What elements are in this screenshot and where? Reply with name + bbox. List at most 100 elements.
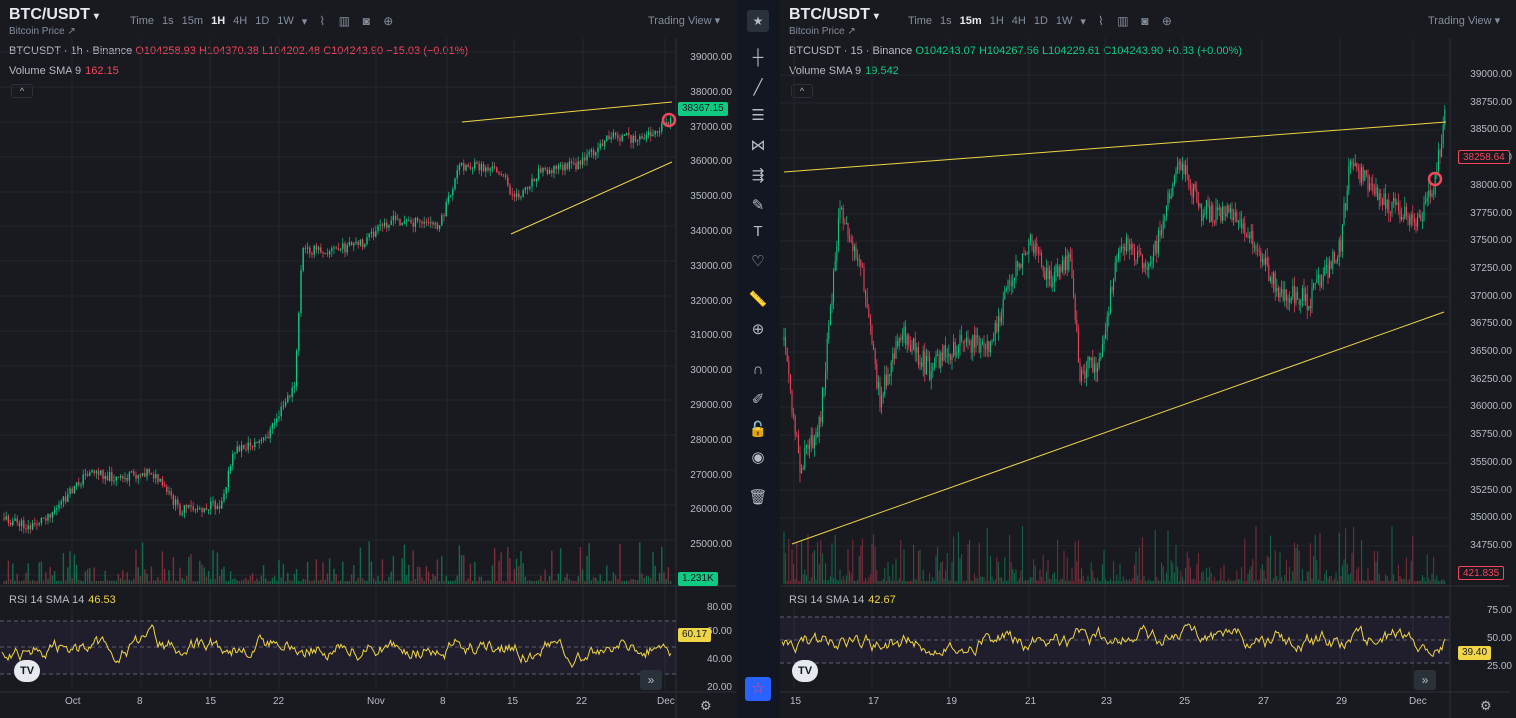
tf-1h[interactable]: 1H xyxy=(211,15,226,27)
text-icon[interactable]: T xyxy=(753,223,763,240)
lock-draw-icon[interactable]: ✐ xyxy=(751,391,765,408)
candle-body xyxy=(1234,211,1236,218)
candle-body xyxy=(919,362,921,365)
volume-bar xyxy=(647,576,650,584)
right-price-chart[interactable] xyxy=(780,0,1516,718)
left-collapse-legend-button[interactable]: ^ xyxy=(11,84,33,98)
candle-body xyxy=(1044,271,1046,280)
tf-time[interactable]: Time xyxy=(908,15,933,27)
ruler-icon[interactable]: 📏 xyxy=(748,291,768,308)
left-chart-pane[interactable]: BTC/USDT ▾ Bitcoin Price ↗ Time 1s 15m 1H… xyxy=(0,0,737,718)
candle-body xyxy=(1418,214,1420,218)
candle-body xyxy=(833,270,835,302)
add-icon[interactable]: ⊕ xyxy=(383,14,394,28)
candle-body xyxy=(927,356,929,358)
right-time-axis[interactable]: 15 17 19 21 23 25 27 29 Dec xyxy=(780,692,1450,714)
tf-4h[interactable]: 4H xyxy=(1011,15,1026,27)
right-collapse-legend-button[interactable]: ^ xyxy=(791,84,813,98)
volume-bar xyxy=(988,580,990,584)
tf-1d[interactable]: 1D xyxy=(1033,15,1048,27)
lock-icon[interactable]: 🔓 xyxy=(748,421,768,438)
candle-type-icon[interactable]: ▥ xyxy=(1117,14,1129,28)
volume-bar xyxy=(1021,526,1023,584)
camera-icon[interactable]: ◙ xyxy=(362,14,370,28)
left-trading-view-toggle[interactable]: Trading View ▾ xyxy=(648,15,721,27)
volume-bar xyxy=(392,556,395,584)
right-chart-pane[interactable]: BTC/USDT ▾ Bitcoin Price ↗ Time 1s 15m 1H… xyxy=(780,0,1516,718)
tradingview-logo-icon[interactable]: TV xyxy=(792,660,818,682)
right-settings-gear-icon[interactable]: ⚙ xyxy=(1480,698,1492,713)
tf-1w[interactable]: 1W xyxy=(1055,15,1073,27)
left-time-axis[interactable]: Oct 8 15 22 Nov 8 15 22 Dec xyxy=(0,692,676,714)
candle-body xyxy=(1111,287,1113,291)
scroll-to-latest-button[interactable]: » xyxy=(1414,670,1436,690)
volume-bar xyxy=(807,534,809,584)
trendline-drawing[interactable] xyxy=(510,161,673,235)
right-trading-view-toggle[interactable]: Trading View ▾ xyxy=(1428,15,1501,27)
more-timeframes-icon[interactable]: ▾ xyxy=(1080,15,1086,28)
indicator-icon[interactable]: ⌇ xyxy=(1097,14,1104,28)
volume-bar xyxy=(881,580,883,584)
candle-body xyxy=(104,475,106,480)
right-symbol-selector[interactable]: BTC/USDT ▾ xyxy=(789,6,879,23)
marker-circle[interactable] xyxy=(661,112,677,128)
candle-body xyxy=(205,508,208,510)
right-price-axis[interactable]: 39000.0038750.0038500.0038250.0038000.00… xyxy=(1450,38,1516,688)
tf-1w[interactable]: 1W xyxy=(277,15,294,27)
favorite-star-icon[interactable]: ★ xyxy=(747,10,769,32)
tradingview-logo-icon[interactable]: TV xyxy=(14,660,40,682)
magnet-icon[interactable]: ∩ xyxy=(752,361,764,378)
tf-15m[interactable]: 15m xyxy=(959,15,982,27)
candle-body xyxy=(1425,201,1427,203)
right-rsi-axis[interactable]: 75.00 50.00 25.00 xyxy=(1450,598,1516,698)
zoom-in-icon[interactable]: ⊕ xyxy=(751,321,765,338)
trendline-drawing[interactable] xyxy=(461,101,673,123)
tf-1s[interactable]: 1s xyxy=(940,15,952,27)
tf-1d[interactable]: 1D xyxy=(255,15,270,27)
heart-icon[interactable]: ♡ xyxy=(751,253,765,270)
projection-icon[interactable]: ⇶ xyxy=(751,167,765,184)
trendline-drawing[interactable] xyxy=(783,121,1447,173)
left-rsi-axis[interactable]: 80.00 60.00 40.00 20.00 xyxy=(676,598,736,698)
add-icon[interactable]: ⊕ xyxy=(1161,14,1172,28)
left-price-chart[interactable] xyxy=(0,0,737,718)
eye-icon[interactable]: ◉ xyxy=(751,449,765,466)
fib-icon[interactable]: ☰ xyxy=(751,107,765,124)
candle-body xyxy=(491,166,494,169)
candle-body xyxy=(1284,289,1286,301)
left-settings-gear-icon[interactable]: ⚙ xyxy=(700,698,712,713)
more-timeframes-icon[interactable]: ▾ xyxy=(301,15,308,28)
candle-body xyxy=(841,207,843,209)
pattern-icon[interactable]: ⋈ xyxy=(750,137,766,154)
trash-icon[interactable]: 🗑 xyxy=(748,489,768,506)
tf-time[interactable]: Time xyxy=(130,15,155,27)
crosshair-icon[interactable]: ┼ xyxy=(752,49,764,66)
brush-icon[interactable]: ✎ xyxy=(751,197,765,214)
left-subtitle[interactable]: Bitcoin Price ↗ xyxy=(9,26,76,37)
trendline-drawing[interactable] xyxy=(791,311,1445,545)
right-subtitle[interactable]: Bitcoin Price ↗ xyxy=(789,26,856,37)
volume-bar xyxy=(1359,580,1361,584)
tf-4h[interactable]: 4H xyxy=(233,15,248,27)
candle-body xyxy=(804,447,806,469)
volume-bar xyxy=(1186,551,1188,584)
tf-15m[interactable]: 15m xyxy=(181,15,204,27)
left-price-axis[interactable]: 39000.00 38000.00 37000.00 36000.00 35000.00… xyxy=(676,38,736,688)
volume-bar xyxy=(1165,572,1167,584)
marker-circle[interactable] xyxy=(1427,171,1443,187)
candle-body xyxy=(254,441,256,448)
candle-body xyxy=(333,247,335,249)
indicator-icon[interactable]: ⌇ xyxy=(319,14,326,28)
camera-icon[interactable]: ◙ xyxy=(1141,14,1149,28)
tf-1h[interactable]: 1H xyxy=(989,15,1004,27)
volume-bar xyxy=(810,577,812,584)
candle-body xyxy=(236,446,238,453)
scroll-to-latest-button[interactable]: » xyxy=(640,670,662,690)
candle-body xyxy=(515,193,518,197)
trendline-icon[interactable]: ╱ xyxy=(753,79,763,96)
candle-type-icon[interactable]: ▥ xyxy=(338,14,350,28)
rsi-tick-label: 50.00 xyxy=(1486,633,1512,644)
tf-1s[interactable]: 1s xyxy=(162,15,174,27)
favorites-drawings-button[interactable]: ☆ xyxy=(745,677,771,701)
left-symbol-selector[interactable]: BTC/USDT ▾ xyxy=(9,6,99,23)
